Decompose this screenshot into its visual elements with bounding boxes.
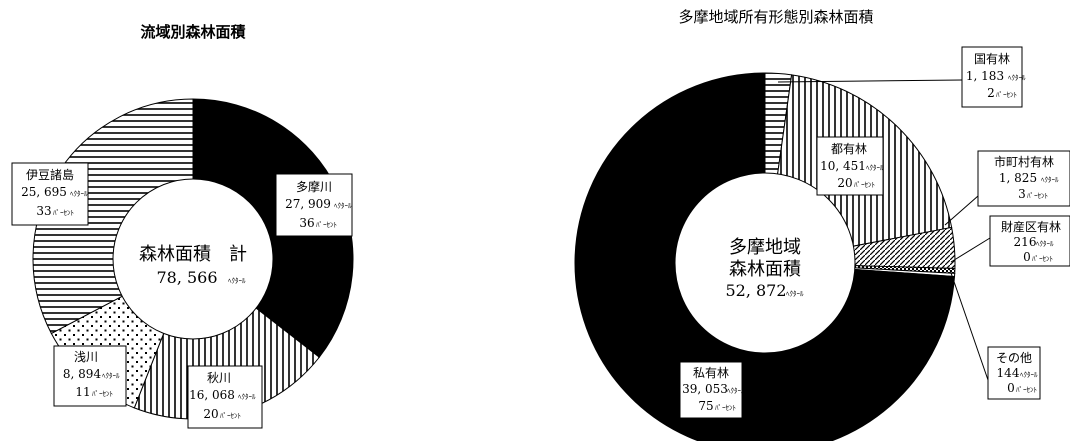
slice-value: 10, 451: [820, 159, 866, 173]
slice-pct-unit: ﾊﾟｰｾﾝﾄ: [53, 209, 74, 217]
slice-label-tamagawa: 多摩川 27, 909 ﾍｸﾀｰﾙ 36 ﾊﾟｰｾﾝﾄ: [275, 173, 353, 237]
label-box: [275, 173, 353, 237]
slice-unit: ﾍｸﾀｰﾙ: [1036, 240, 1054, 248]
chart2-hole: [674, 172, 856, 354]
slice-percent: 75: [698, 399, 713, 413]
slice-name: 浅川: [74, 350, 98, 364]
label-box: [53, 345, 127, 407]
slice-label-asakawa: 浅川 8, 894 ﾍｸﾀｰﾙ 11 ﾊﾟｰｾﾝﾄ: [53, 345, 127, 407]
chart2-title: 多摩地域所有形態別森林面積: [678, 8, 873, 26]
slice-label-shichoson: 市町村有林 1, 825 ﾍｸﾀｰﾙ 3 ﾊﾟｰｾﾝﾄ: [977, 150, 1070, 207]
slice-value: 25, 695: [21, 185, 67, 199]
slice-percent: 36: [299, 216, 314, 230]
slice-value: 144: [997, 366, 1020, 380]
slice-name: 多摩川: [296, 179, 332, 194]
slice-value: 27, 909: [285, 197, 331, 211]
slice-unit: ﾍｸﾀｰﾙ: [70, 190, 88, 198]
chart2-center-value: 52, 872: [725, 281, 786, 300]
chart2-center-label-line1: 多摩地域: [729, 237, 801, 258]
slice-label-sonota: その他 144 ﾍｸﾀｰﾙ 0 ﾊﾟｰｾﾝﾄ: [987, 346, 1041, 400]
chart1-center-value: 78, 566: [156, 268, 217, 287]
slice-name: 私有林: [693, 366, 729, 380]
slice-percent: 2: [987, 86, 995, 100]
slice-pct-unit: ﾊﾟｰｾﾝﾄ: [1032, 255, 1053, 263]
slice-value: 1, 825: [999, 171, 1037, 185]
slice-value: 39, 053: [682, 382, 728, 396]
slice-unit: ﾍｸﾀｰﾙ: [1020, 371, 1038, 379]
label-box: [961, 46, 1023, 108]
label-box: [989, 215, 1070, 267]
slice-pct-unit: ﾊﾟｰｾﾝﾄ: [316, 221, 337, 229]
slice-pct-unit: ﾊﾟｰｾﾝﾄ: [92, 390, 113, 398]
label-box: [987, 346, 1041, 400]
chart1-title: 流域別森林面積: [140, 23, 246, 41]
slice-name: 国有林: [974, 52, 1010, 66]
slice-label-shiyu: 私有林 39, 053 ﾍｸﾀｰﾙ 75 ﾊﾟｰｾﾝﾄ: [679, 361, 745, 419]
slice-name: その他: [996, 351, 1032, 365]
slice-pct-unit: ﾊﾟｰｾﾝﾄ: [996, 91, 1017, 99]
slice-pct-unit: ﾊﾟｰｾﾝﾄ: [1027, 192, 1048, 200]
chart1-hole: [112, 178, 274, 340]
label-box: [11, 162, 89, 226]
slice-pct-unit: ﾊﾟｰｾﾝﾄ: [1016, 386, 1037, 394]
label-box: [977, 150, 1070, 207]
slice-percent: 33: [36, 204, 51, 218]
slice-unit: ﾍｸﾀｰﾙ: [1008, 74, 1026, 82]
leader-line-zaisanku: [950, 237, 991, 263]
label-box: [816, 136, 884, 196]
slice-label-izu: 伊豆諸島 25, 695 ﾍｸﾀｰﾙ 33 ﾊﾟｰｾﾝﾄ: [11, 162, 89, 226]
slice-pct-unit: ﾊﾟｰｾﾝﾄ: [220, 412, 241, 420]
leader-line-kokuyu: [777, 79, 963, 83]
slice-value: 216: [1014, 235, 1037, 249]
slice-label-akigawa: 秋川 16, 068 ﾍｸﾀｰﾙ 20 ﾊﾟｰｾﾝﾄ: [187, 365, 263, 429]
slice-name: 都有林: [831, 142, 867, 156]
leader-line-shichoson: [944, 195, 979, 226]
slice-percent: 3: [1018, 187, 1026, 201]
slice-percent: 11: [75, 385, 90, 399]
slice-value: 16, 068: [189, 388, 235, 402]
slice-name: 伊豆諸島: [26, 167, 74, 182]
slice-name: 財産区有林: [1001, 219, 1061, 234]
chart1-center-unit: ﾍｸﾀｰﾙ: [228, 277, 246, 285]
slice-percent: 0: [1007, 381, 1015, 395]
label-box: [679, 361, 743, 419]
ownership-chart: 多摩地域所有形態別森林面積 多摩地域 森林面積 52, 872 ﾍｸﾀｰﾙ 国有…: [574, 8, 1070, 441]
watershed-chart: 流域別森林面積 森林面積 計 78, 566 ﾍｸﾀｰﾙ 多摩川 27, 909…: [11, 23, 354, 429]
slice-value: 1, 183: [966, 69, 1004, 83]
chart1-center-label: 森林面積 計: [139, 244, 247, 265]
slice-value: 8, 894: [63, 367, 102, 381]
slice-percent: 20: [837, 176, 852, 190]
chart2-center-unit: ﾍｸﾀｰﾙ: [786, 290, 804, 298]
slice-unit: ﾍｸﾀｰﾙ: [866, 164, 884, 172]
slice-name: 市町村有林: [994, 154, 1054, 169]
slice-percent: 0: [1023, 250, 1031, 264]
leader-line-sonota: [949, 269, 989, 381]
slice-unit: ﾍｸﾀｰﾙ: [727, 387, 745, 395]
slice-unit: ﾍｸﾀｰﾙ: [1041, 176, 1059, 184]
slice-unit: ﾍｸﾀｰﾙ: [102, 372, 120, 380]
slice-label-kokuyu: 国有林 1, 183 ﾍｸﾀｰﾙ 2 ﾊﾟｰｾﾝﾄ: [961, 46, 1026, 108]
slice-unit: ﾍｸﾀｰﾙ: [334, 202, 352, 210]
slice-pct-unit: ﾊﾟｰｾﾝﾄ: [715, 404, 736, 412]
slice-name: 秋川: [207, 371, 231, 385]
slice-percent: 20: [203, 407, 218, 421]
slice-label-toyu: 都有林 10, 451 ﾍｸﾀｰﾙ 20 ﾊﾟｰｾﾝﾄ: [816, 136, 884, 196]
slice-pct-unit: ﾊﾟｰｾﾝﾄ: [854, 181, 875, 189]
slice-label-zaisanku: 財産区有林 216 ﾍｸﾀｰﾙ 0 ﾊﾟｰｾﾝﾄ: [989, 215, 1070, 267]
label-box: [187, 365, 263, 429]
slice-unit: ﾍｸﾀｰﾙ: [238, 393, 256, 401]
chart2-center-label-line2: 森林面積: [729, 259, 801, 280]
